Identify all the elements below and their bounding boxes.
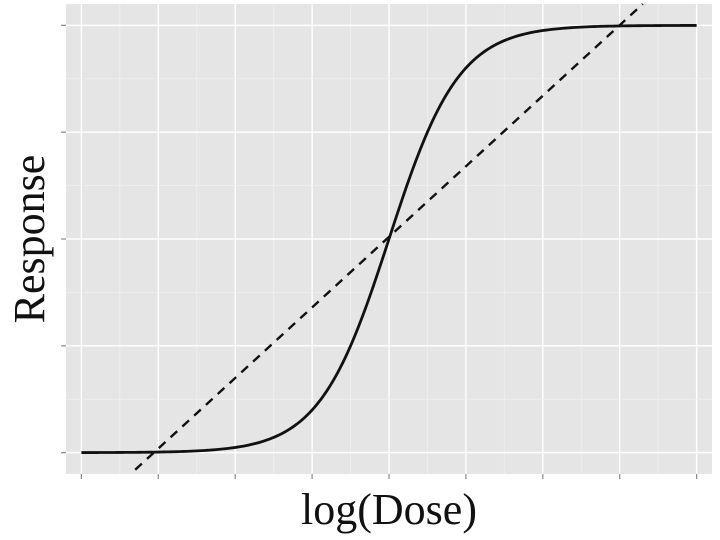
series-line-sigmoid — [81, 24, 697, 454]
axis-ticks — [61, 24, 698, 479]
series-line-linear-dashed — [134, 3, 644, 471]
y-axis-label: Response — [5, 155, 54, 324]
x-axis-label: log(Dose) — [301, 485, 477, 534]
series-group — [81, 3, 697, 471]
